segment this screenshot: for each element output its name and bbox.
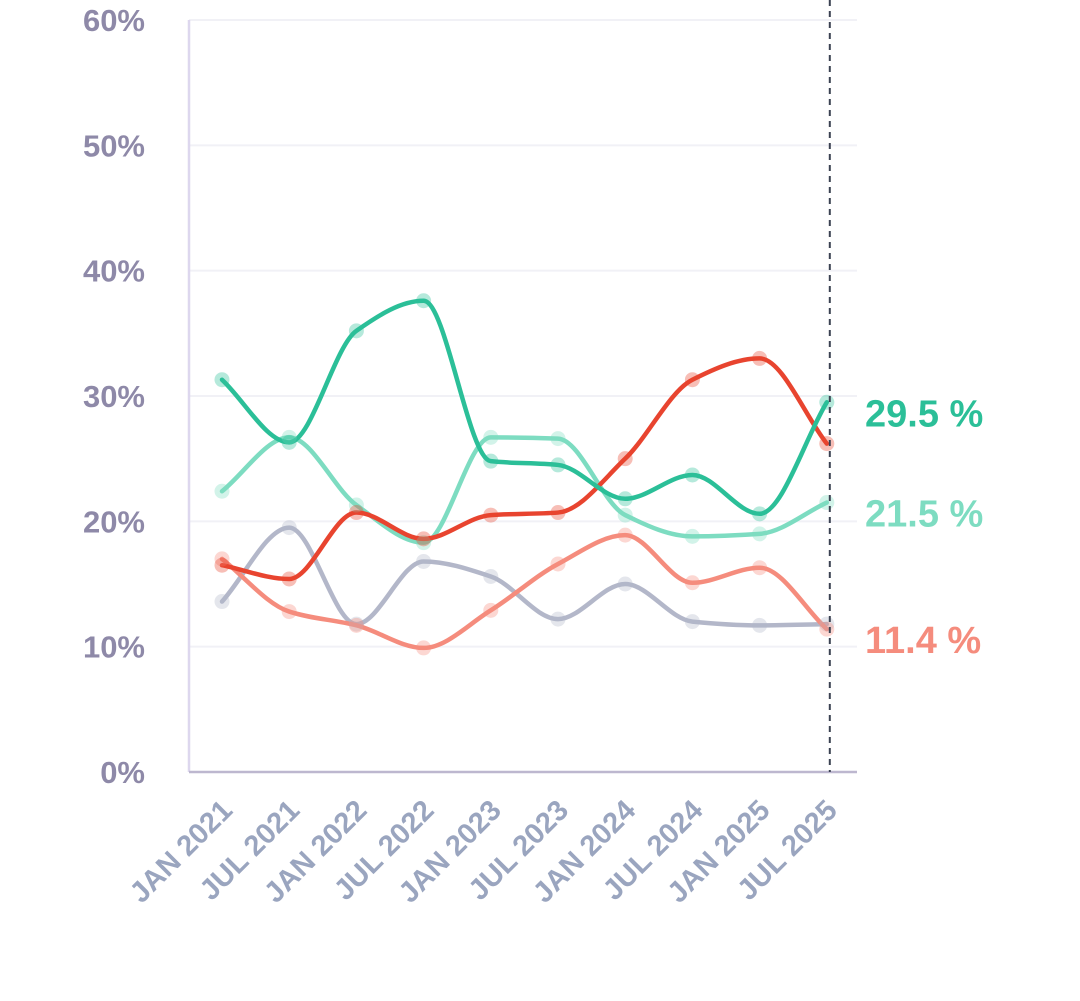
y-tick-label: 30% [83,379,145,414]
y-tick-label: 0% [100,755,145,790]
series-light-green-point[interactable] [214,483,230,499]
series-light-green-point[interactable] [281,429,297,445]
series-salmon-point[interactable] [348,617,364,633]
series-dark-green-point[interactable] [752,506,768,522]
series-dark-green-point[interactable] [550,457,566,473]
series-salmon-point[interactable] [684,575,700,591]
series-dark-green-point[interactable] [281,434,297,450]
series-red-point[interactable] [550,505,566,521]
series-salmon-point[interactable] [617,527,633,543]
series-red-point[interactable] [483,507,499,523]
series-red-point[interactable] [617,451,633,467]
y-tick-label: 50% [83,128,145,163]
series-light-green-point[interactable] [483,429,499,445]
series-dark-green-point[interactable] [416,293,432,309]
series-salmon-point[interactable] [483,602,499,618]
series-dark-green-point[interactable] [684,467,700,483]
series-gray-point[interactable] [684,614,700,630]
series-dark-green-line [219,298,830,517]
series-points [214,293,835,656]
series-red-point[interactable] [416,531,432,547]
series-red-point[interactable] [348,505,364,521]
series-light-green-point[interactable] [684,528,700,544]
series-light-green-end-label: 21.5 % [865,494,983,536]
series-gray-point[interactable] [214,594,230,610]
y-tick-label: 60% [83,3,145,38]
series-dark-green-point[interactable] [483,453,499,469]
y-tick-label: 10% [83,630,145,665]
series-red-point[interactable] [752,350,768,366]
series-gray-point[interactable] [617,576,633,592]
series-gray-point[interactable] [281,520,297,536]
series-lines [219,298,830,651]
series-light-green-point[interactable] [348,497,364,513]
series-light-green-point[interactable] [550,431,566,447]
series-gray-line [219,525,830,628]
series-red-point[interactable] [214,557,230,573]
series-gray-point[interactable] [550,611,566,627]
series-salmon-end-label: 11.4 % [865,620,981,662]
series-red-point[interactable] [819,436,835,452]
gridlines [189,19,857,648]
axes [187,20,857,774]
series-gray-point[interactable] [416,553,432,569]
series-salmon-line [219,532,830,651]
series-dark-green-point[interactable] [214,372,230,388]
y-tick-label: 20% [83,504,145,539]
series-gray-point[interactable] [483,568,499,584]
series-red-point[interactable] [281,571,297,587]
y-tick-label: 40% [83,254,145,289]
series-salmon-point[interactable] [214,551,230,567]
series-salmon-point[interactable] [416,640,432,656]
series-light-green-point[interactable] [617,507,633,523]
series-red-line [219,356,830,582]
series-salmon-point[interactable] [550,556,566,572]
series-salmon-point[interactable] [752,560,768,576]
series-dark-green-point[interactable] [617,491,633,507]
series-salmon-point[interactable] [819,621,835,637]
series-light-green-point[interactable] [416,535,432,551]
series-dark-green-end-label: 29.5 % [865,393,983,435]
series-dark-green-point[interactable] [819,394,835,410]
series-gray-point[interactable] [752,617,768,633]
end-labels: 29.5 % 21.5 % 11.4 % [865,393,983,662]
series-gray-point[interactable] [348,616,364,632]
series-light-green-point[interactable] [752,526,768,542]
series-salmon-point[interactable] [281,604,297,620]
series-dark-green-point[interactable] [348,323,364,339]
series-light-green-line [219,435,830,545]
series-light-green-point[interactable] [819,495,835,511]
y-axis-ticks: 0% 10% 20% 30% 40% 50% 60% [83,3,145,790]
series-red-point[interactable] [684,372,700,388]
